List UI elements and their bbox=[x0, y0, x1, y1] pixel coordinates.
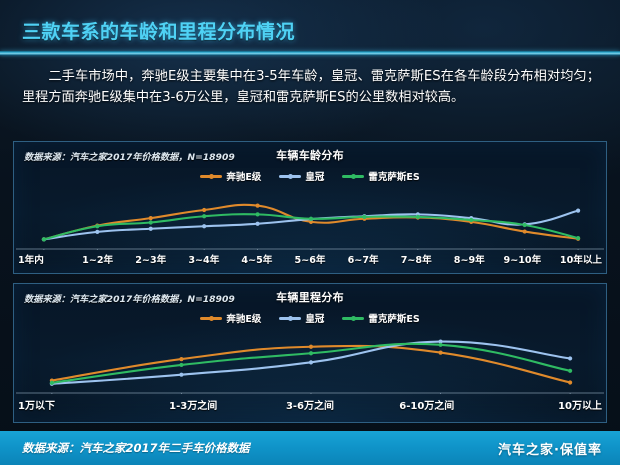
data-point-2-8 bbox=[469, 217, 474, 223]
age-axis-tick-1: 1~2年 bbox=[82, 255, 114, 266]
chart-source-note: 数据来源：汽车之家2017年价格数据，N=18909 bbox=[24, 152, 235, 163]
legend-swatch-benz bbox=[200, 173, 223, 179]
footer-source-note: 数据来源：汽车之家2017年二手车价格数据 bbox=[22, 441, 250, 455]
age-axis-tick-0: 1年内 bbox=[18, 255, 44, 266]
age-axis-tick-7: 7~8年 bbox=[400, 255, 432, 266]
legend-label-lexus: 雷克萨斯ES bbox=[368, 172, 420, 183]
series-line-1 bbox=[42, 209, 580, 241]
data-point-0-2 bbox=[308, 344, 314, 349]
footer-brand: 汽车之家·保值率 bbox=[498, 443, 602, 458]
legend-swatch-benz bbox=[200, 315, 223, 321]
data-point-2-0 bbox=[41, 237, 46, 242]
data-point-2-5 bbox=[308, 216, 314, 221]
mile-axis-tick-2: 3-6万之间 bbox=[285, 401, 335, 412]
series-1 bbox=[41, 208, 581, 242]
age-axis-tick-5: 5~6年 bbox=[294, 255, 326, 266]
data-point-0-3 bbox=[438, 350, 443, 355]
data-point-1-1 bbox=[179, 372, 184, 377]
data-point-2-7 bbox=[415, 214, 420, 219]
legend-item-crown[interactable]: 皇冠 bbox=[279, 169, 324, 183]
legend-item-benz[interactable]: 奔驰E级 bbox=[200, 311, 261, 325]
data-point-2-1 bbox=[179, 362, 184, 368]
data-point-2-4 bbox=[255, 212, 260, 217]
data-point-1-2 bbox=[148, 226, 153, 231]
chart-title: 车辆车龄分布 bbox=[276, 149, 344, 162]
series-2 bbox=[49, 342, 573, 385]
age-axis-tick-3: 3~4年 bbox=[188, 255, 220, 266]
age-axis-tick-8: 8~9年 bbox=[453, 255, 485, 266]
legend-label-benz: 奔驰E级 bbox=[226, 314, 262, 325]
series-0 bbox=[49, 344, 573, 385]
mile-axis-tick-1: 1-3万之间 bbox=[169, 401, 218, 412]
chart-title: 车辆里程分布 bbox=[276, 291, 344, 304]
data-point-0-4 bbox=[255, 203, 260, 208]
x-axis-vehicle-mileage: 1万以下 1-3万之间 3-6万之间 6-10万之间 10万以上 bbox=[14, 397, 606, 412]
data-point-0-4 bbox=[568, 380, 573, 385]
line-plot-vehicle-age bbox=[14, 190, 606, 250]
x-axis-vehicle-age: 1年内 1~2年 2~3年 3~4年 4~5年 5~6年 6~7年 7~8年 8~9年 9~10年… bbox=[14, 252, 606, 266]
data-point-0-3 bbox=[202, 207, 207, 213]
legend-item-lexus[interactable]: 雷克萨斯ES bbox=[342, 169, 420, 183]
summary-paragraph: 二手车市场中，奔驰E级主要集中在3-5年车龄，皇冠、雷克萨斯ES在各车龄段分布相… bbox=[22, 69, 600, 105]
data-point-2-1 bbox=[95, 224, 100, 229]
age-axis-tick-4: 4~5年 bbox=[241, 255, 273, 266]
data-point-2-4 bbox=[568, 368, 573, 373]
age-axis-tick-10: 10年以上 bbox=[559, 255, 603, 266]
data-point-2-3 bbox=[202, 214, 207, 219]
chart-legend: 奔驰E级 皇冠 雷克萨斯ES bbox=[14, 311, 606, 325]
legend-item-crown[interactable]: 皇冠 bbox=[279, 311, 324, 325]
legend-swatch-crown bbox=[279, 173, 302, 179]
legend-label-benz: 奔驰E级 bbox=[226, 172, 262, 183]
data-point-1-4 bbox=[568, 356, 573, 361]
data-point-0-1 bbox=[179, 357, 184, 362]
legend-swatch-crown bbox=[279, 315, 302, 321]
chart-panel-vehicle-age: 数据来源：汽车之家2017年价格数据，N=18909 车辆车龄分布 奔驰E级 皇… bbox=[13, 141, 607, 274]
legend-label-crown: 皇冠 bbox=[305, 172, 325, 183]
data-point-2-2 bbox=[308, 351, 314, 356]
line-plot-vehicle-mileage bbox=[14, 332, 606, 394]
data-point-1-4 bbox=[255, 221, 260, 226]
title-divider bbox=[0, 51, 620, 55]
data-point-1-3 bbox=[438, 339, 443, 344]
legend-label-lexus: 雷克萨斯ES bbox=[368, 314, 420, 325]
age-axis-tick-9: 9~10年 bbox=[503, 255, 542, 266]
chart-panel-vehicle-mileage: 数据来源：汽车之家2017年价格数据，N=18909 车辆里程分布 奔驰E级 皇… bbox=[13, 283, 607, 423]
data-point-1-3 bbox=[202, 224, 207, 229]
data-point-1-1 bbox=[95, 229, 100, 234]
series-2 bbox=[41, 212, 581, 242]
data-point-2-9 bbox=[522, 222, 527, 228]
data-point-2-6 bbox=[362, 214, 367, 219]
legend-item-lexus[interactable]: 雷克萨斯ES bbox=[342, 311, 420, 325]
data-point-0-9 bbox=[522, 229, 527, 234]
mile-axis-tick-0: 1万以下 bbox=[18, 401, 55, 412]
data-point-0-2 bbox=[148, 216, 153, 221]
chart-source-note: 数据来源：汽车之家2017年价格数据，N=18909 bbox=[24, 294, 235, 305]
page-title: 三款车系的车龄和里程分布情况 bbox=[22, 21, 296, 43]
data-point-2-0 bbox=[49, 380, 54, 385]
data-point-2-10 bbox=[576, 236, 581, 241]
mile-axis-tick-3: 6-10万之间 bbox=[399, 401, 455, 412]
footer-bar: 数据来源：汽车之家2017年二手车价格数据 汽车之家·保值率 bbox=[0, 431, 620, 465]
data-point-2-2 bbox=[148, 220, 153, 225]
data-point-1-10 bbox=[576, 208, 581, 213]
legend-swatch-lexus bbox=[342, 315, 365, 321]
title-divider-shadow bbox=[0, 55, 620, 57]
chart-legend: 奔驰E级 皇冠 雷克萨斯ES bbox=[14, 169, 606, 183]
mile-axis-tick-4: 10万以上 bbox=[558, 401, 602, 412]
data-point-2-3 bbox=[438, 342, 443, 347]
age-axis-tick-2: 2~3年 bbox=[135, 255, 167, 266]
data-point-1-2 bbox=[308, 360, 314, 365]
legend-swatch-lexus bbox=[342, 173, 365, 179]
age-axis-tick-6: 6~7年 bbox=[347, 255, 379, 266]
header: 三款车系的车龄和里程分布情况 bbox=[0, 0, 620, 57]
legend-label-crown: 皇冠 bbox=[305, 314, 325, 325]
legend-item-benz[interactable]: 奔驰E级 bbox=[200, 169, 261, 183]
